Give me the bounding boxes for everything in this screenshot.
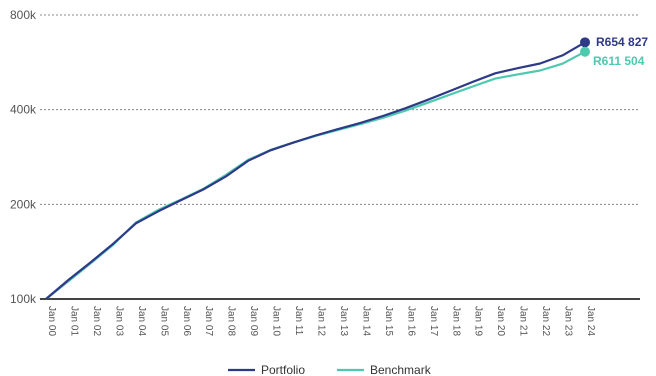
x-tick-label: Jan 06 [181,306,192,336]
x-tick-label: Jan 19 [473,306,484,336]
x-tick-label: Jan 12 [316,306,327,336]
y-axis-tick-labels: 100k 200k 400k 800k [10,8,37,306]
x-tick-label: Jan 09 [248,306,259,336]
y-tick-label: 400k [10,103,37,117]
series-lines: R654 827 R611 504 [45,35,648,300]
gridlines [40,14,640,300]
x-tick-label: Jan 18 [450,306,461,336]
legend: Portfolio Benchmark [228,363,432,376]
x-tick-label: Jan 05 [158,306,169,336]
x-tick-label: Jan 21 [518,306,529,336]
x-tick-label: Jan 02 [91,306,102,336]
x-axis-tick-labels: Jan 00 Jan 01 Jan 02 Jan 03 Jan 04 Jan 05 Jan … [46,306,596,336]
x-tick-label: Jan 08 [226,306,237,336]
y-tick-label: 200k [10,197,37,211]
x-tick-label: Jan 01 [68,306,79,336]
y-tick-label: 100k [10,292,37,306]
legend-label-portfolio: Portfolio [261,363,305,376]
x-tick-label: Jan 20 [495,306,506,336]
end-value-label-benchmark: R611 504 [593,54,645,68]
x-tick-label: Jan 22 [540,306,551,336]
x-tick-label: Jan 11 [293,306,304,336]
end-value-label-portfolio: R654 827 [596,35,648,49]
series-line-portfolio [45,41,586,300]
x-tick-label: Jan 14 [360,306,371,336]
x-tick-label: Jan 23 [563,306,574,336]
x-tick-label: Jan 07 [203,306,214,336]
x-tick-label: Jan 00 [46,306,57,336]
end-point-benchmark [580,46,590,57]
legend-label-benchmark: Benchmark [370,363,432,376]
x-tick-label: Jan 24 [585,306,596,336]
y-tick-label: 800k [10,8,37,22]
series-line-benchmark [45,50,586,300]
x-tick-label: Jan 10 [271,306,282,336]
x-tick-label: Jan 16 [405,306,416,336]
x-tick-label: Jan 13 [338,306,349,336]
x-tick-label: Jan 17 [428,306,439,336]
x-tick-label: Jan 15 [383,306,394,336]
end-point-portfolio [580,37,590,48]
x-tick-label: Jan 03 [113,306,124,336]
x-tick-label: Jan 04 [136,306,147,336]
